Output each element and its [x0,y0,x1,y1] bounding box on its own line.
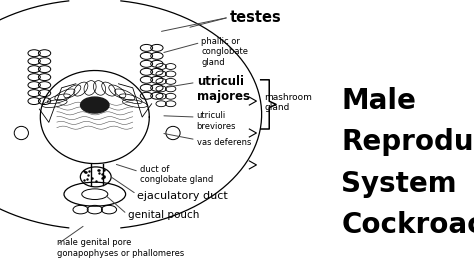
Text: genital pouch: genital pouch [128,210,200,221]
Text: vas deferens: vas deferens [197,138,251,147]
Text: mashroom
gland: mashroom gland [264,93,312,112]
Text: utriculi
majores: utriculi majores [197,75,250,103]
Text: Male: Male [341,87,416,115]
Text: ejaculatory duct: ejaculatory duct [137,190,228,201]
Text: Reproductive: Reproductive [341,128,474,156]
Text: testes: testes [230,10,282,25]
Text: utriculi
breviores: utriculi breviores [197,111,236,131]
Circle shape [81,97,109,113]
Text: male genital pore
gonapophyses or phallomeres: male genital pore gonapophyses or phallo… [57,238,184,257]
Text: Cockroach: Cockroach [341,211,474,239]
Text: duct of
conglobate gland: duct of conglobate gland [140,165,213,184]
Text: phallic or
conglobate
gland: phallic or conglobate gland [201,37,248,67]
Text: System: System [341,169,457,198]
